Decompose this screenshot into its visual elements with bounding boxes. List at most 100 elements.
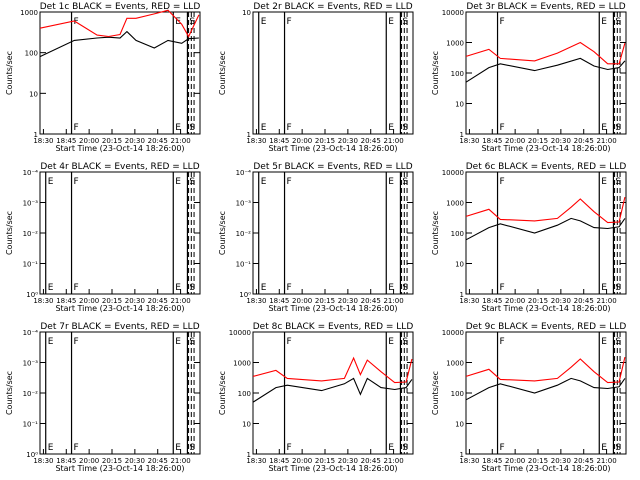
y-tick-label: 10⁻² [23, 390, 39, 398]
x-tick-label: 18:30 [459, 297, 479, 305]
events-series-line [39, 30, 199, 58]
x-tick-label: 20:00 [292, 137, 312, 145]
plot-frame [39, 171, 201, 295]
y-tick-label: 10⁻¹ [236, 261, 252, 269]
plot-frame [39, 11, 201, 135]
plot-frame [39, 331, 201, 455]
segment-marker-label: F [74, 443, 79, 453]
x-tick-label: 20:45 [361, 457, 381, 465]
y-tick-label: 10000 [229, 329, 251, 337]
segment-marker-label: E [175, 283, 181, 293]
x-tick-label: 18:45 [482, 457, 502, 465]
y-tick-label: 1000 [233, 360, 251, 368]
x-tick-label: 20:45 [148, 297, 168, 305]
segment-marker-label: S [189, 177, 195, 187]
chart-panel: Det 8c BLACK = Events, RED = LLD 1 10 100 10… [218, 322, 414, 473]
y-axis-label: Counts/sec [218, 51, 227, 95]
segment-marker-label: F [500, 123, 505, 133]
x-tick-label: 20:30 [125, 137, 145, 145]
y-tick-label: 10⁻³ [236, 200, 252, 208]
segment-marker-label: F [74, 283, 79, 293]
segment-marker-label: E [388, 17, 394, 27]
segment-marker-label: E [175, 443, 181, 453]
segment-marker-label: F [287, 443, 292, 453]
y-tick-label: 10⁻² [23, 230, 39, 238]
x-tick-label: 20:45 [148, 457, 168, 465]
y-tick-label: 10 [242, 421, 251, 429]
x-tick-label: 20:00 [505, 457, 525, 465]
x-tick-label: 18:45 [56, 457, 76, 465]
y-tick-label: 10⁻⁴ [23, 169, 39, 177]
y-tick-label: 10⁻³ [23, 360, 39, 368]
lld-series-line [252, 356, 413, 384]
x-tick-label: 18:30 [246, 297, 266, 305]
chart-title: Det 8c BLACK = Events, RED = LLD [253, 322, 414, 332]
x-tick-label: 18:45 [482, 137, 502, 145]
x-tick-label: 20:00 [505, 297, 525, 305]
x-tick-label: 20:30 [338, 457, 358, 465]
y-axis-label: Counts/sec [5, 51, 14, 95]
x-tick-label: 21:00 [596, 137, 616, 145]
x-tick-label: 20:00 [505, 137, 525, 145]
x-tick-label: 20:30 [125, 457, 145, 465]
chart-panel: Det 3r BLACK = Events, RED = LLD 1 10 100 10… [431, 2, 627, 153]
y-tick-label: 10 [29, 90, 38, 98]
y-tick-label: 100 [451, 390, 464, 398]
x-tick-label: 20:45 [361, 137, 381, 145]
y-tick-label: 1000 [446, 40, 464, 48]
x-tick-label: 21:00 [383, 137, 403, 145]
chart-title: Det 2r BLACK = Events, RED = LLD [253, 2, 412, 12]
y-tick-label: 10⁰ [26, 451, 38, 459]
events-series-line [252, 377, 413, 403]
x-tick-label: 18:45 [56, 137, 76, 145]
y-tick-label: 10000 [442, 169, 464, 177]
x-tick-label: 20:00 [79, 457, 99, 465]
plot-frame [252, 11, 414, 135]
x-tick-label: 20:45 [148, 137, 168, 145]
x-tick-label: 20:45 [574, 457, 594, 465]
x-tick-label: 18:30 [246, 137, 266, 145]
segment-marker-label: E [261, 123, 267, 133]
y-axis-label: Counts/sec [431, 211, 440, 255]
segment-marker-label: F [287, 177, 292, 187]
x-tick-label: 21:00 [170, 457, 190, 465]
y-tick-label: 10 [455, 261, 464, 269]
y-axis-label: Counts/sec [431, 371, 440, 415]
segment-marker-label: F [74, 337, 79, 347]
chart-panel: Det 6c BLACK = Events, RED = LLD 1 10 100 10… [431, 162, 627, 313]
x-axis-label: Start Time (23-Oct-14 18:26:00) [55, 144, 184, 153]
x-tick-label: 20:45 [361, 297, 381, 305]
plot-frame [465, 331, 627, 455]
segment-marker-label: E [261, 17, 267, 27]
x-tick-label: 20:30 [338, 297, 358, 305]
segment-marker-label: E [48, 177, 54, 187]
y-tick-label: 1 [247, 131, 251, 139]
events-series-line [465, 377, 626, 401]
segment-marker-label: S [402, 17, 408, 27]
y-tick-label: 1000 [20, 9, 38, 17]
segment-marker-label: E [601, 443, 607, 453]
segment-marker-label: S [402, 123, 408, 133]
y-tick-label: 1 [247, 451, 251, 459]
x-axis-label: Start Time (23-Oct-14 18:26:00) [55, 464, 184, 473]
x-tick-label: 20:00 [79, 137, 99, 145]
segment-marker-label: E [48, 337, 54, 347]
x-tick-label: 18:45 [269, 297, 289, 305]
chart-title: Det 9c BLACK = Events, RED = LLD [466, 322, 627, 332]
y-tick-label: 10⁻² [236, 230, 252, 238]
x-tick-label: 18:45 [269, 457, 289, 465]
lld-series-line [465, 41, 626, 65]
segment-marker-label: E [601, 177, 607, 187]
segment-marker-label: S [402, 177, 408, 187]
x-tick-label: 20:15 [315, 297, 335, 305]
x-tick-label: 18:30 [33, 457, 53, 465]
x-tick-label: 20:45 [574, 137, 594, 145]
y-tick-label: 10⁰ [239, 291, 251, 299]
segment-marker-label: F [500, 177, 505, 187]
x-tick-label: 20:15 [102, 457, 122, 465]
chart-title: Det 5r BLACK = Events, RED = LLD [253, 162, 412, 172]
segment-marker-label: E [388, 443, 394, 453]
y-tick-label: 10⁻³ [23, 200, 39, 208]
x-tick-label: 20:15 [528, 457, 548, 465]
